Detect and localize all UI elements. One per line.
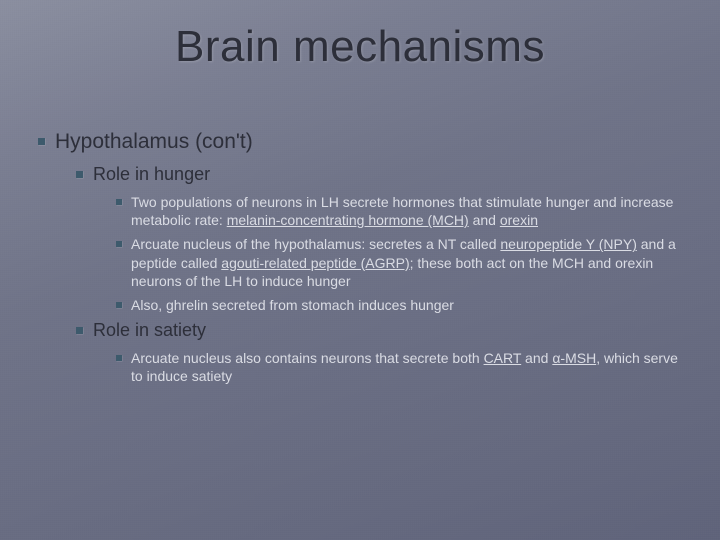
lvl2-text: Role in hunger — [93, 164, 682, 185]
bullet-lvl3: Arcuate nucleus also contains neurons th… — [116, 349, 682, 385]
square-bullet-icon — [76, 171, 83, 178]
text-run: and — [521, 350, 552, 366]
lvl2-text: Role in satiety — [93, 320, 682, 341]
slide: Brain mechanisms Hypothalamus (con't) Ro… — [0, 0, 720, 540]
square-bullet-icon — [116, 302, 122, 308]
underline-term: melanin-concentrating hormone (MCH) — [227, 212, 469, 228]
lvl3-text: Two populations of neurons in LH secrete… — [131, 193, 682, 229]
square-bullet-icon — [116, 199, 122, 205]
bullet-lvl2: Role in hunger — [76, 164, 682, 185]
bullet-lvl3: Two populations of neurons in LH secrete… — [116, 193, 682, 229]
bullet-lvl3: Arcuate nucleus of the hypothalamus: sec… — [116, 235, 682, 290]
text-run: Arcuate nucleus also contains neurons th… — [131, 350, 484, 366]
lvl1-text: Hypothalamus (con't) — [55, 130, 682, 154]
bullet-lvl2: Role in satiety — [76, 320, 682, 341]
square-bullet-icon — [38, 138, 45, 145]
underline-term: neuropeptide Y (NPY) — [500, 236, 636, 252]
text-run: and — [469, 212, 500, 228]
lvl3-text: Arcuate nucleus of the hypothalamus: sec… — [131, 235, 682, 290]
underline-term: CART — [484, 350, 522, 366]
underline-term: α-MSH — [552, 350, 596, 366]
underline-term: orexin — [500, 212, 538, 228]
lvl3-text: Arcuate nucleus also contains neurons th… — [131, 349, 682, 385]
square-bullet-icon — [76, 327, 83, 334]
square-bullet-icon — [116, 355, 122, 361]
lvl3-text: Also, ghrelin secreted from stomach indu… — [131, 296, 682, 314]
square-bullet-icon — [116, 241, 122, 247]
bullet-lvl3: Also, ghrelin secreted from stomach indu… — [116, 296, 682, 314]
slide-title: Brain mechanisms — [0, 22, 720, 72]
text-run: Arcuate nucleus of the hypothalamus: sec… — [131, 236, 500, 252]
underline-term: agouti-related peptide (AGRP) — [221, 255, 409, 271]
bullet-lvl1: Hypothalamus (con't) — [38, 130, 682, 154]
slide-body: Hypothalamus (con't) Role in hunger Two … — [38, 130, 682, 392]
